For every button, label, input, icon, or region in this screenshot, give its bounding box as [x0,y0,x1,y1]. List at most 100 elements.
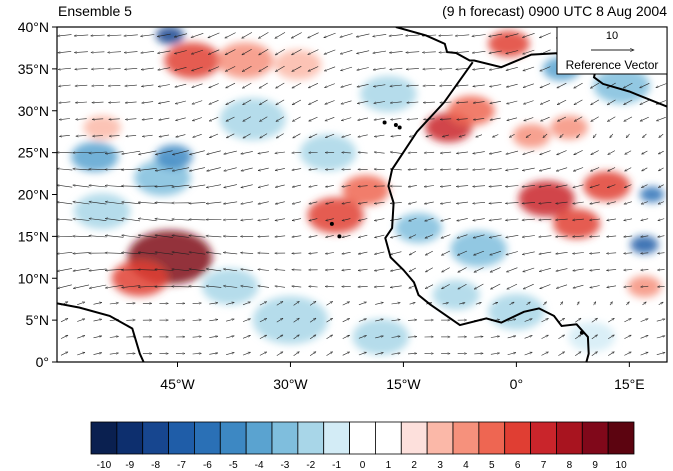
wind-vector-188 [109,119,120,120]
wind-vector-624 [594,302,597,306]
wind-vector-731 [524,352,533,356]
lat-tick-label: 10°N [18,270,49,286]
wind-vector-382 [258,201,269,204]
wind-vector-579 [458,283,467,290]
wind-vector-102 [523,66,535,71]
wind-vector-330 [625,167,632,172]
wind-vector-177 [540,100,550,105]
wind-vector-628 [658,301,664,305]
wind-vector-704 [77,352,85,356]
wind-vector-480 [658,236,665,237]
coastline-1 [395,27,667,108]
wind-vector-414 [172,219,190,220]
wind-vector-730 [507,353,516,355]
wind-vector-296 [57,169,73,171]
wind-vector-94 [390,68,403,69]
wind-vector-155 [175,100,186,104]
wind-vector-212 [507,117,518,121]
wind-vector-153 [142,101,154,104]
wind-vector-279 [390,152,402,154]
wind-vector-305 [207,167,221,172]
wind-vector-434 [505,219,519,220]
wind-vector-694 [524,336,533,339]
wind-vector-657 [524,319,533,322]
wind-vector-707 [126,353,135,354]
wind-vector-374 [122,202,141,205]
anomaly-patch-23 [360,75,417,113]
wind-vector-488 [172,252,190,255]
wind-vector-644 [309,318,316,323]
wind-vector-219 [624,116,633,122]
wind-vector-682 [326,334,333,340]
wind-vector-312 [325,169,335,170]
colorbar-swatch-6 [245,421,273,455]
lon-tick-label: 45°W [160,376,195,392]
wind-vector-402 [590,201,600,204]
wind-vector-548 [556,268,568,272]
wind-vector-52 [308,49,319,55]
wind-vector-647 [358,319,367,322]
wind-vector-422 [309,218,318,221]
anomaly-patch-6 [307,197,364,234]
wind-vector-633 [126,320,135,321]
wind-vector-118 [175,83,187,87]
wind-vector-127 [324,83,335,88]
wind-vector-492 [240,253,254,254]
wind-vector-197 [259,116,268,122]
wind-vector-547 [539,268,551,271]
wind-vector-472 [522,235,535,238]
wind-vector-554 [657,270,665,271]
wind-vector-254 [593,133,597,138]
wind-vector-390 [390,202,402,203]
wind-vector-587 [590,285,600,288]
wind-vector-342 [206,184,222,188]
wind-vector-523 [138,270,157,271]
wind-vector-340 [172,184,190,187]
wind-vector-222 [59,135,70,136]
wind-vector-464 [390,234,402,238]
wind-vector-302 [155,167,173,171]
wind-vector-170 [423,102,435,103]
wind-vector-44 [174,50,187,54]
colorbar-label: 10 [616,460,628,471]
lat-tick-label: 25°N [18,145,49,161]
wind-vector-323 [505,168,519,170]
wind-vector-683 [342,334,350,339]
colorbar-swatch-3 [168,421,195,455]
wind-vector-531 [275,270,286,271]
wind-vector-559 [122,285,141,288]
wind-vector-235 [276,133,284,139]
wind-vector-408 [73,219,90,221]
wind-vector-641 [259,318,267,323]
wind-vector-158 [226,99,235,105]
wind-vector-239 [342,134,351,137]
wind-vector-537 [374,268,385,271]
wind-vector-359 [489,186,502,187]
wind-vector-458 [292,236,302,237]
wind-vector-423 [326,218,334,221]
colorbar-label: 7 [541,460,547,471]
wind-vector-280 [408,152,418,153]
wind-vector-47 [225,49,236,56]
wind-vector-661 [591,318,598,323]
wind-vector-23 [439,35,453,36]
wind-vector-343 [224,184,237,188]
colorbar-swatch-1 [116,421,144,455]
wind-vector-562 [172,286,190,287]
wind-vector-509 [522,251,535,255]
colorbar-label: -8 [151,460,160,471]
colorbar-label: -6 [203,460,212,471]
wind-vector-172 [456,102,469,103]
wind-vector-553 [641,270,649,271]
anomaly-patch-28 [450,230,507,268]
wind-vector-19 [373,34,387,36]
wind-vector-327 [573,167,584,172]
wind-vector-550 [590,269,600,270]
wind-vector-89 [308,66,319,72]
wind-vector-722 [375,353,383,355]
wind-vector-64 [506,50,519,54]
colorbar-label: -9 [125,460,134,471]
wind-vector-65 [523,49,535,54]
wind-vector-250 [526,133,531,137]
wind-vector-630 [77,319,85,322]
